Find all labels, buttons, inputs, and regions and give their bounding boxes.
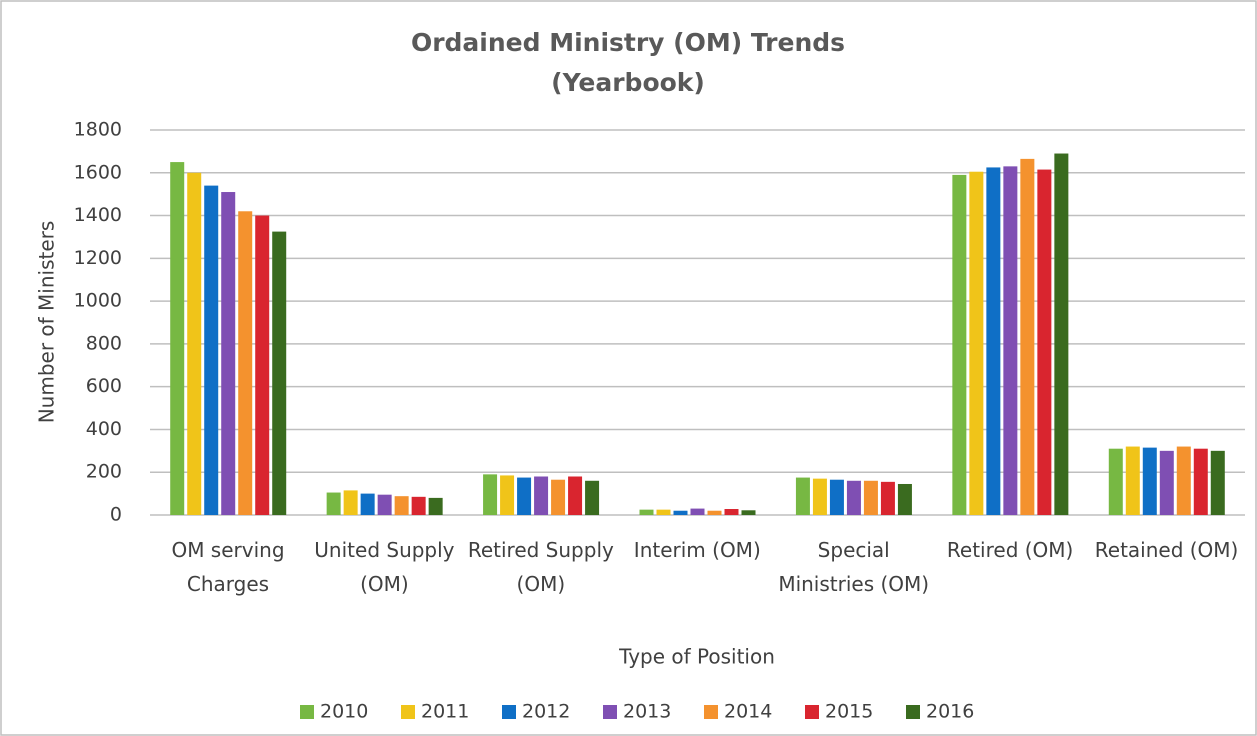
y-tick-label: 1000 (74, 290, 122, 312)
bar (1003, 166, 1018, 515)
x-tick-label: United Supply (OM) (314, 538, 455, 596)
bar (238, 211, 253, 515)
legend-label: 2011 (421, 701, 469, 723)
legend-swatch (603, 705, 617, 719)
bar (863, 480, 878, 515)
legend-label: 2014 (724, 701, 772, 723)
legend-label: 2015 (825, 701, 873, 723)
bar (656, 509, 671, 515)
bar (897, 483, 912, 515)
bar (812, 478, 827, 515)
y-tick-label: 0 (110, 504, 122, 526)
bar (204, 185, 219, 515)
y-tick-label: 1800 (74, 119, 122, 141)
bar (952, 174, 967, 515)
bar (1210, 450, 1225, 515)
bar (1125, 446, 1140, 515)
bar (255, 215, 270, 516)
bar (377, 494, 392, 515)
bar (1108, 448, 1123, 515)
bar (326, 492, 341, 515)
y-tick-label: 600 (86, 375, 122, 397)
bar (272, 231, 287, 515)
bar (795, 477, 810, 515)
bar (585, 480, 600, 515)
legend-swatch (300, 705, 314, 719)
bar (707, 510, 722, 515)
legend-swatch (401, 705, 415, 719)
bar (1176, 446, 1191, 515)
bar (1020, 158, 1035, 515)
bar (1142, 447, 1157, 515)
y-tick-label: 800 (86, 332, 122, 354)
x-tick-label: Retained (OM) (1094, 538, 1239, 562)
bar (360, 493, 375, 515)
bar (741, 510, 756, 515)
y-tick-label: 1200 (74, 247, 122, 269)
legend-swatch (704, 705, 718, 719)
y-tick-label: 1600 (74, 161, 122, 183)
y-tick-label: 200 (86, 461, 122, 483)
legend-swatch (502, 705, 516, 719)
bar (483, 474, 498, 515)
bar (880, 481, 895, 515)
bar (1054, 153, 1069, 515)
bar (568, 476, 583, 515)
bar (394, 496, 409, 515)
bar (639, 509, 654, 515)
legend-swatch (906, 705, 920, 719)
bar (690, 508, 705, 515)
bar (846, 480, 861, 515)
bar (986, 167, 1001, 516)
bar (724, 509, 739, 515)
legend-label: 2010 (320, 701, 368, 723)
bar (517, 477, 532, 515)
bar (428, 497, 443, 515)
y-tick-label: 400 (86, 418, 122, 440)
x-tick-label: Interim (OM) (633, 538, 761, 562)
bar (534, 476, 549, 515)
bar (170, 162, 185, 516)
legend-label: 2012 (522, 701, 570, 723)
legend-label: 2016 (926, 701, 974, 723)
bar (1193, 448, 1208, 515)
bar (829, 479, 844, 515)
bar (221, 192, 236, 515)
bar (673, 510, 688, 515)
y-tick-label: 1400 (74, 204, 122, 226)
bar (343, 490, 358, 515)
bar (187, 172, 202, 515)
x-axis-title: Type of Position (618, 645, 775, 669)
x-tick-label: Retired Supply (OM) (467, 538, 614, 596)
bar (1159, 450, 1174, 515)
bar (500, 475, 515, 515)
y-axis-title: Number of Ministers (35, 221, 59, 424)
x-tick-label: Special Ministries (OM) (778, 538, 930, 596)
chart-title: Ordained Ministry (OM) Trends (411, 28, 845, 57)
bar (411, 496, 426, 515)
x-tick-label: OM serving Charges (171, 538, 285, 596)
x-tick-label: Retired (OM) (946, 538, 1074, 562)
bar (969, 171, 984, 516)
bar (551, 479, 566, 515)
legend-swatch (805, 705, 819, 719)
chart-subtitle: (Yearbook) (551, 68, 705, 97)
bar (1037, 169, 1052, 515)
legend-label: 2013 (623, 701, 671, 723)
